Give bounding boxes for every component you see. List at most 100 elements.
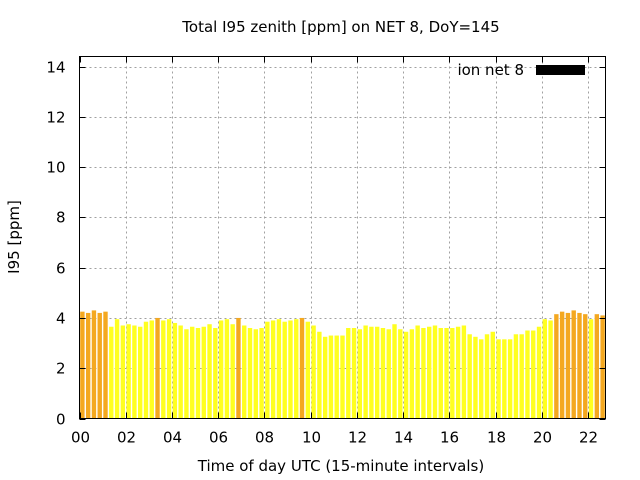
bar bbox=[455, 326, 461, 419]
bar bbox=[276, 319, 282, 419]
bar bbox=[91, 310, 97, 419]
bar bbox=[479, 339, 484, 419]
bar bbox=[259, 328, 264, 419]
bar bbox=[305, 321, 311, 419]
bar bbox=[554, 314, 559, 419]
bar bbox=[380, 328, 386, 419]
y-axis-label: I95 [ppm] bbox=[5, 200, 23, 274]
bar bbox=[525, 330, 530, 419]
bar bbox=[565, 312, 571, 419]
bar bbox=[311, 325, 316, 419]
bars bbox=[80, 310, 605, 419]
bar bbox=[432, 325, 438, 419]
bar bbox=[85, 312, 91, 419]
bar bbox=[346, 328, 351, 419]
bar bbox=[409, 329, 415, 419]
bar bbox=[427, 326, 432, 419]
bar bbox=[282, 321, 287, 419]
plot-frame bbox=[79, 56, 606, 419]
bar bbox=[201, 326, 206, 419]
bar bbox=[155, 317, 160, 419]
bar bbox=[334, 335, 339, 419]
bar bbox=[357, 329, 363, 419]
bar bbox=[421, 328, 426, 419]
bar bbox=[190, 326, 195, 419]
bar bbox=[178, 325, 183, 419]
y-tick-label: 2 bbox=[56, 360, 66, 378]
bar bbox=[138, 326, 143, 419]
chart-title: Total I95 zenith [ppm] on NET 8, DoY=145 bbox=[181, 18, 499, 36]
legend-label: ion net 8 bbox=[457, 61, 524, 79]
bar bbox=[369, 326, 374, 419]
y-tick-label: 8 bbox=[56, 209, 66, 227]
bar bbox=[467, 334, 472, 419]
x-tick-label: 04 bbox=[163, 429, 182, 447]
x-tick-label: 20 bbox=[533, 429, 552, 447]
bar bbox=[322, 336, 328, 419]
legend: ion net 8 bbox=[457, 61, 585, 79]
x-tick-label: 18 bbox=[487, 429, 506, 447]
bar bbox=[415, 325, 420, 419]
bar bbox=[80, 311, 85, 419]
bar bbox=[571, 310, 576, 419]
bar bbox=[502, 339, 507, 419]
bar bbox=[548, 320, 553, 419]
bar bbox=[213, 328, 218, 419]
y-tick-label: 12 bbox=[46, 109, 65, 127]
bar bbox=[577, 312, 582, 419]
bar bbox=[444, 328, 449, 419]
bar bbox=[236, 317, 241, 419]
bar bbox=[594, 314, 600, 419]
bar bbox=[143, 321, 149, 419]
bar bbox=[103, 311, 108, 419]
bar bbox=[195, 328, 201, 419]
x-tick-label: 10 bbox=[302, 429, 321, 447]
bar bbox=[559, 311, 565, 419]
bar bbox=[294, 319, 299, 419]
bar bbox=[218, 320, 224, 419]
bar bbox=[270, 320, 276, 419]
bar bbox=[247, 328, 253, 419]
bar bbox=[490, 331, 495, 419]
x-tick-label: 22 bbox=[579, 429, 598, 447]
bar bbox=[531, 330, 536, 419]
bar bbox=[513, 334, 519, 419]
bar bbox=[583, 314, 588, 419]
bar bbox=[207, 324, 212, 419]
bar bbox=[363, 325, 368, 419]
bar bbox=[126, 324, 131, 419]
bar bbox=[392, 324, 397, 419]
bar bbox=[519, 334, 524, 419]
x-tick-label: 06 bbox=[209, 429, 228, 447]
y-tick-label: 4 bbox=[56, 310, 66, 328]
x-tick-label: 16 bbox=[440, 429, 459, 447]
x-axis-label: Time of day UTC (15-minute intervals) bbox=[197, 457, 484, 475]
bar bbox=[166, 319, 172, 419]
bar bbox=[114, 319, 120, 419]
x-tick-label: 00 bbox=[71, 429, 90, 447]
bar bbox=[253, 329, 258, 419]
bar bbox=[374, 326, 380, 419]
legend-swatch bbox=[536, 65, 585, 75]
bar bbox=[484, 334, 490, 419]
bar bbox=[242, 325, 247, 419]
bar bbox=[496, 339, 501, 419]
bar bbox=[600, 315, 605, 419]
bar bbox=[461, 325, 467, 419]
bar bbox=[109, 326, 114, 419]
bar bbox=[317, 331, 322, 419]
y-tick-label: 0 bbox=[56, 411, 66, 429]
bar bbox=[450, 328, 455, 419]
bar bbox=[97, 312, 102, 419]
x-tick-label: 12 bbox=[348, 429, 367, 447]
bar bbox=[224, 319, 230, 419]
bar bbox=[265, 321, 270, 419]
bar bbox=[184, 329, 189, 419]
bar bbox=[351, 328, 357, 419]
bar bbox=[161, 320, 166, 419]
bar bbox=[403, 331, 409, 419]
bar bbox=[230, 324, 235, 419]
bar bbox=[149, 320, 154, 419]
